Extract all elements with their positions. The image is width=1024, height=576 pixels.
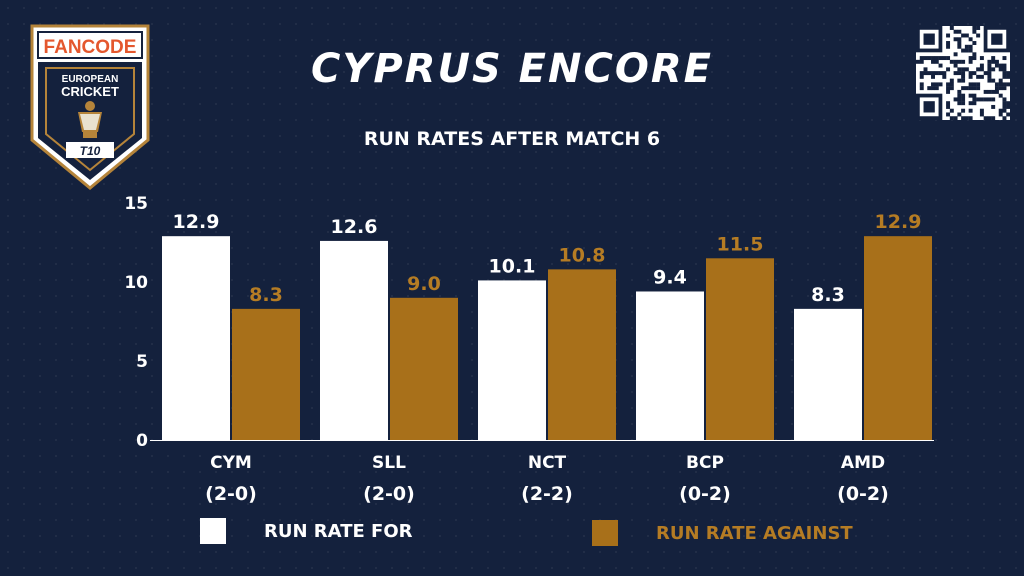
y-tick-label: 5 (136, 352, 148, 372)
category-label: NCT (528, 453, 567, 473)
brand-line2: CRICKET (61, 84, 119, 99)
legend-label-against: RUN RATE AGAINST (656, 522, 853, 544)
data-label-for: 8.3 (811, 284, 845, 306)
page-title: CYPRUS ENCORE (311, 46, 713, 92)
bar-against (548, 269, 616, 440)
trophy-icon (78, 101, 102, 138)
data-label-against: 8.3 (249, 284, 283, 306)
legend-label-for: RUN RATE FOR (264, 520, 413, 542)
bar-for (162, 236, 230, 440)
brand-name: FANCODE (44, 37, 137, 58)
data-label-for: 10.1 (489, 255, 536, 277)
y-tick-label: 15 (124, 194, 148, 214)
record-label: (2-2) (521, 483, 573, 505)
record-label: (0-2) (679, 483, 731, 505)
bar-for (320, 240, 388, 440)
record-label: (0-2) (837, 483, 889, 505)
y-tick-label: 10 (124, 273, 148, 293)
data-label-for: 12.6 (331, 216, 378, 238)
category-label: CYM (210, 453, 252, 473)
bar-for (636, 291, 704, 440)
category-label: SLL (372, 453, 406, 473)
data-label-against: 9.0 (407, 273, 441, 295)
chart-title: RUN RATES AFTER MATCH 6 (363, 128, 661, 150)
legend-swatch-for (200, 518, 226, 544)
bar-against (232, 308, 300, 440)
data-label-for: 9.4 (653, 266, 687, 288)
bar-for (478, 280, 546, 440)
bar-against (390, 297, 458, 440)
bar-against (706, 258, 774, 440)
bar-for (794, 308, 862, 440)
data-label-for: 12.9 (173, 211, 220, 233)
data-label-against: 12.9 (875, 211, 922, 233)
brand-line1: EUROPEAN (62, 74, 119, 85)
category-label: BCP (686, 453, 724, 473)
bar-against (864, 236, 932, 440)
data-label-against: 11.5 (717, 233, 764, 255)
fancode-european-cricket-logo: FANCODE EUROPEAN CRICKET T10 (30, 24, 150, 190)
qr-code-icon (916, 26, 1010, 120)
legend-swatch-against (592, 520, 618, 546)
data-label-against: 10.8 (559, 244, 606, 266)
legend-item-against: RUN RATE AGAINST (592, 520, 853, 546)
record-label: (2-0) (363, 483, 415, 505)
y-tick-label: 0 (136, 431, 148, 451)
legend-item-for: RUN RATE FOR (200, 518, 413, 544)
category-label: AMD (841, 453, 885, 473)
brand-badge: T10 (80, 144, 101, 158)
record-label: (2-0) (205, 483, 257, 505)
